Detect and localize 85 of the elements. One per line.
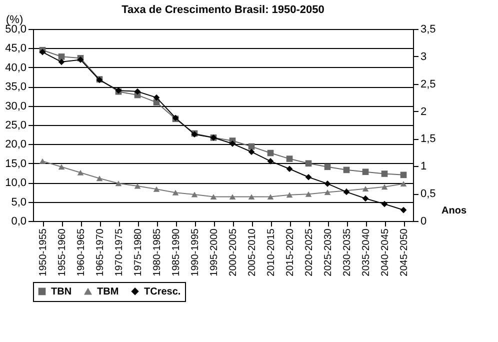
y2-tick-label: 3,5 — [420, 24, 436, 36]
y-tick-label: 20,0 — [5, 138, 26, 151]
point — [400, 172, 407, 178]
point — [58, 53, 65, 60]
point — [134, 183, 141, 189]
point — [343, 166, 350, 174]
point — [229, 140, 236, 147]
x-tick-label: 1950-1955 — [38, 228, 49, 276]
y2-tick-label: 0,5 — [420, 188, 436, 200]
point — [115, 180, 122, 186]
point — [229, 194, 236, 200]
point — [77, 170, 84, 176]
point — [324, 189, 331, 195]
x-tick-label: 2040-2045 — [380, 228, 391, 276]
point — [362, 195, 369, 202]
point — [324, 180, 331, 187]
y2-tick-label: 1,5 — [420, 133, 436, 146]
legend-label: TCresc. — [144, 286, 181, 298]
x-tick-label: 2015-2020 — [285, 228, 296, 276]
x-tick-label: 1980-1985 — [152, 228, 163, 276]
point — [324, 164, 331, 170]
x-tick-label: 2045-2050 — [399, 228, 410, 276]
x-tick-label: 1975-1980 — [133, 228, 144, 276]
y-tick-label: 30,0 — [5, 100, 26, 112]
point — [305, 174, 312, 180]
x-tick-label: 1970-1975 — [114, 228, 125, 276]
legend-label: TBM — [97, 286, 119, 298]
point — [58, 164, 65, 170]
legend-label: TBN — [51, 286, 72, 298]
y-tick-label: 25,0 — [5, 120, 26, 132]
point — [134, 88, 141, 95]
y-tick-label: 10,0 — [5, 177, 26, 190]
x-tick-label: 2000-2005 — [228, 228, 239, 276]
point — [267, 150, 274, 156]
x-tick-label: 2030-2035 — [342, 228, 353, 276]
y-tick-label: 50,0 — [5, 24, 26, 36]
point — [58, 58, 65, 66]
point — [400, 206, 407, 214]
point — [381, 184, 388, 190]
y-tick-label: 35,0 — [5, 81, 26, 94]
x-tick-label: 2010-2015 — [266, 228, 277, 276]
x-tick-label: 2025-2030 — [323, 228, 334, 276]
point — [286, 156, 293, 162]
point — [305, 191, 312, 197]
x-tick-label: 2020-2025 — [304, 228, 315, 276]
point — [381, 200, 388, 208]
x-tick-label: 1990-1995 — [190, 228, 201, 276]
y-axis-title: (%) — [6, 14, 24, 26]
point — [153, 94, 160, 101]
chart-title: Taxa de Crescimento Brasil: 1950-2050 — [122, 4, 324, 16]
point — [267, 194, 274, 200]
y-tick-label: 0,0 — [11, 216, 26, 228]
y2-tick-label: 3 — [420, 50, 427, 63]
point — [248, 194, 255, 200]
x-tick-label: 2005-2010 — [247, 228, 258, 276]
x-tick-label: 1960-1965 — [76, 228, 87, 276]
y2-tick-label: 0 — [420, 216, 427, 228]
y-tick-label: 15,0 — [5, 158, 26, 170]
y-tick-label: 40,0 — [5, 62, 26, 74]
y-tick-label: 45,0 — [5, 42, 26, 55]
y-tick-label: 5,0 — [11, 196, 26, 208]
point — [172, 190, 179, 196]
x-axis-title: Anos — [442, 206, 467, 216]
point — [362, 168, 369, 176]
y2-tick-label: 2 — [420, 106, 427, 118]
point — [267, 158, 274, 164]
y2-tick-label: 2,5 — [420, 78, 436, 90]
point — [191, 192, 198, 198]
point — [286, 166, 293, 172]
point — [400, 181, 407, 186]
y2-tick-label: 1 — [420, 160, 427, 173]
point — [96, 176, 103, 182]
x-tick-label: 1965-1970 — [95, 228, 106, 276]
x-tick-label: 1955-1960 — [57, 228, 68, 276]
point — [305, 160, 312, 167]
point — [286, 192, 293, 198]
x-tick-label: 1995-2000 — [209, 228, 220, 276]
point — [381, 170, 388, 177]
point — [362, 186, 369, 192]
point — [39, 158, 46, 164]
point — [248, 148, 255, 156]
point — [153, 186, 160, 192]
x-tick-label: 1985-1990 — [171, 228, 182, 276]
point — [210, 194, 217, 200]
x-tick-label: 2035-2040 — [361, 228, 372, 276]
